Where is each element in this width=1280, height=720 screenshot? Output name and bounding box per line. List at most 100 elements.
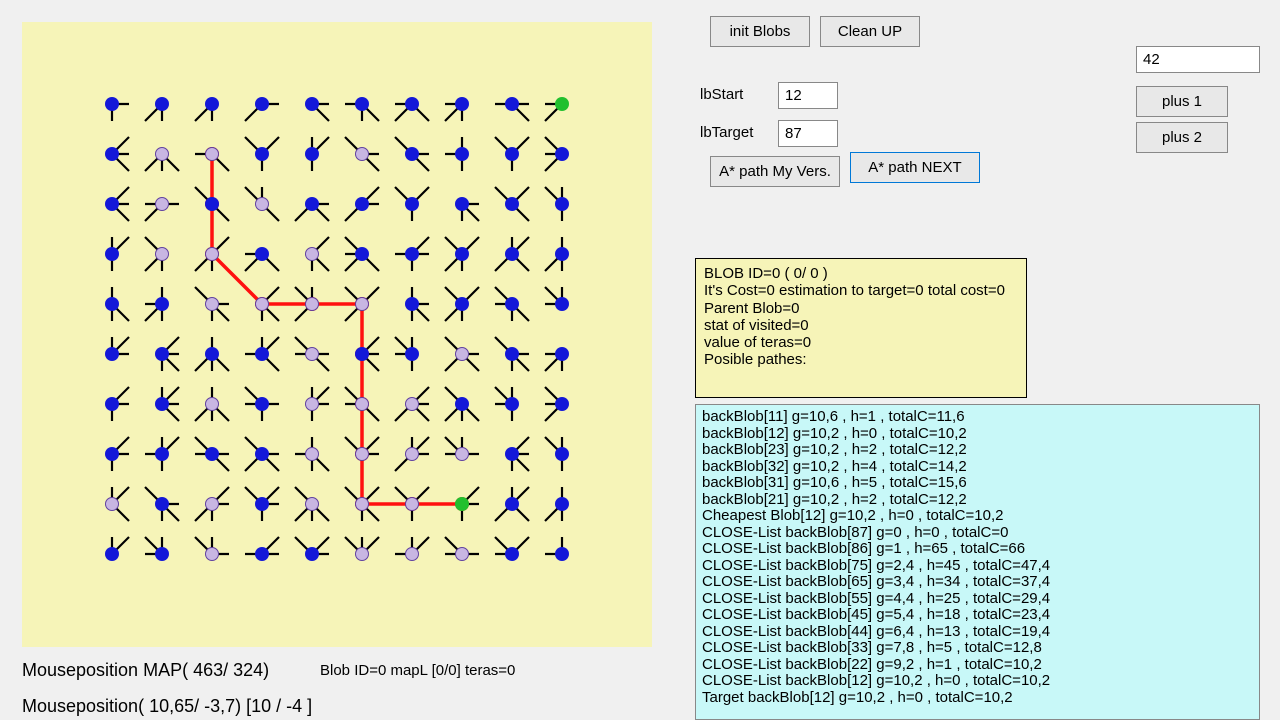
grid-node-0-1[interactable] bbox=[105, 147, 119, 161]
grid-node-1-1[interactable] bbox=[155, 147, 169, 161]
grid-node-6-4[interactable] bbox=[405, 297, 419, 311]
grid-node-4-6[interactable] bbox=[305, 397, 319, 411]
grid-node-9-5[interactable] bbox=[555, 347, 569, 361]
grid-node-7-9[interactable] bbox=[455, 547, 469, 561]
grid-node-2-2[interactable] bbox=[205, 197, 219, 211]
grid-node-5-1[interactable] bbox=[355, 147, 369, 161]
astar-next-button[interactable]: A* path NEXT bbox=[850, 152, 980, 183]
counter-input[interactable] bbox=[1136, 46, 1260, 73]
grid-node-1-6[interactable] bbox=[155, 397, 169, 411]
grid-node-0-9[interactable] bbox=[105, 547, 119, 561]
grid-node-3-1[interactable] bbox=[255, 147, 269, 161]
grid-node-4-2[interactable] bbox=[305, 197, 319, 211]
grid-node-0-3[interactable] bbox=[105, 247, 119, 261]
grid-node-5-3[interactable] bbox=[355, 247, 369, 261]
grid-node-9-1[interactable] bbox=[555, 147, 569, 161]
grid-node-5-4[interactable] bbox=[355, 297, 369, 311]
grid-node-2-5[interactable] bbox=[205, 347, 219, 361]
grid-node-2-6[interactable] bbox=[205, 397, 219, 411]
grid-node-8-3[interactable] bbox=[505, 247, 519, 261]
log-output-box[interactable]: backBlob[11] g=10,6 , h=1 , totalC=11,6 … bbox=[695, 404, 1260, 720]
grid-node-8-9[interactable] bbox=[505, 547, 519, 561]
grid-node-9-2[interactable] bbox=[555, 197, 569, 211]
grid-node-9-0[interactable] bbox=[555, 97, 569, 111]
grid-node-6-6[interactable] bbox=[405, 397, 419, 411]
grid-node-1-4[interactable] bbox=[155, 297, 169, 311]
grid-node-0-2[interactable] bbox=[105, 197, 119, 211]
grid-node-7-5[interactable] bbox=[455, 347, 469, 361]
grid-node-5-7[interactable] bbox=[355, 447, 369, 461]
grid-node-2-3[interactable] bbox=[205, 247, 219, 261]
grid-node-8-2[interactable] bbox=[505, 197, 519, 211]
grid-node-4-8[interactable] bbox=[305, 497, 319, 511]
grid-node-4-7[interactable] bbox=[305, 447, 319, 461]
grid-node-0-6[interactable] bbox=[105, 397, 119, 411]
grid-node-7-1[interactable] bbox=[455, 147, 469, 161]
grid-node-1-0[interactable] bbox=[155, 97, 169, 111]
grid-node-7-8[interactable] bbox=[455, 497, 469, 511]
grid-node-3-9[interactable] bbox=[255, 547, 269, 561]
grid-node-5-9[interactable] bbox=[355, 547, 369, 561]
grid-node-6-3[interactable] bbox=[405, 247, 419, 261]
grid-node-7-0[interactable] bbox=[455, 97, 469, 111]
grid-node-9-4[interactable] bbox=[555, 297, 569, 311]
grid-node-9-8[interactable] bbox=[555, 497, 569, 511]
grid-node-1-5[interactable] bbox=[155, 347, 169, 361]
grid-node-6-8[interactable] bbox=[405, 497, 419, 511]
astar-myvers-button[interactable]: A* path My Vers. bbox=[710, 156, 840, 187]
grid-node-0-7[interactable] bbox=[105, 447, 119, 461]
grid-node-7-6[interactable] bbox=[455, 397, 469, 411]
plus1-button[interactable]: plus 1 bbox=[1136, 86, 1228, 117]
lbstart-input[interactable] bbox=[778, 82, 838, 109]
grid-node-2-4[interactable] bbox=[205, 297, 219, 311]
grid-node-6-5[interactable] bbox=[405, 347, 419, 361]
grid-node-6-2[interactable] bbox=[405, 197, 419, 211]
grid-node-9-7[interactable] bbox=[555, 447, 569, 461]
grid-node-3-6[interactable] bbox=[255, 397, 269, 411]
grid-node-5-5[interactable] bbox=[355, 347, 369, 361]
grid-node-2-8[interactable] bbox=[205, 497, 219, 511]
grid-node-8-5[interactable] bbox=[505, 347, 519, 361]
grid-node-3-4[interactable] bbox=[255, 297, 269, 311]
grid-node-2-9[interactable] bbox=[205, 547, 219, 561]
clean-up-button[interactable]: Clean UP bbox=[820, 16, 920, 47]
grid-node-0-0[interactable] bbox=[105, 97, 119, 111]
grid-node-3-2[interactable] bbox=[255, 197, 269, 211]
grid-node-1-7[interactable] bbox=[155, 447, 169, 461]
grid-node-8-8[interactable] bbox=[505, 497, 519, 511]
grid-node-7-4[interactable] bbox=[455, 297, 469, 311]
grid-node-3-7[interactable] bbox=[255, 447, 269, 461]
grid-canvas[interactable] bbox=[22, 22, 652, 647]
grid-node-6-0[interactable] bbox=[405, 97, 419, 111]
grid-node-5-0[interactable] bbox=[355, 97, 369, 111]
grid-node-4-0[interactable] bbox=[305, 97, 319, 111]
grid-node-4-4[interactable] bbox=[305, 297, 319, 311]
grid-node-5-6[interactable] bbox=[355, 397, 369, 411]
grid-node-8-6[interactable] bbox=[505, 397, 519, 411]
grid-node-3-8[interactable] bbox=[255, 497, 269, 511]
grid-node-8-4[interactable] bbox=[505, 297, 519, 311]
grid-node-4-9[interactable] bbox=[305, 547, 319, 561]
grid-node-9-3[interactable] bbox=[555, 247, 569, 261]
grid-node-0-8[interactable] bbox=[105, 497, 119, 511]
grid-node-6-7[interactable] bbox=[405, 447, 419, 461]
grid-node-7-7[interactable] bbox=[455, 447, 469, 461]
grid-node-6-1[interactable] bbox=[405, 147, 419, 161]
grid-node-3-5[interactable] bbox=[255, 347, 269, 361]
grid-node-1-8[interactable] bbox=[155, 497, 169, 511]
grid-node-8-7[interactable] bbox=[505, 447, 519, 461]
grid-node-2-0[interactable] bbox=[205, 97, 219, 111]
grid-node-1-3[interactable] bbox=[155, 247, 169, 261]
grid-node-3-0[interactable] bbox=[255, 97, 269, 111]
grid-node-6-9[interactable] bbox=[405, 547, 419, 561]
grid-node-3-3[interactable] bbox=[255, 247, 269, 261]
grid-node-2-7[interactable] bbox=[205, 447, 219, 461]
grid-node-9-9[interactable] bbox=[555, 547, 569, 561]
grid-node-4-5[interactable] bbox=[305, 347, 319, 361]
grid-node-7-2[interactable] bbox=[455, 197, 469, 211]
plus2-button[interactable]: plus 2 bbox=[1136, 122, 1228, 153]
grid-node-8-1[interactable] bbox=[505, 147, 519, 161]
grid-node-0-4[interactable] bbox=[105, 297, 119, 311]
grid-node-8-0[interactable] bbox=[505, 97, 519, 111]
grid-node-5-8[interactable] bbox=[355, 497, 369, 511]
